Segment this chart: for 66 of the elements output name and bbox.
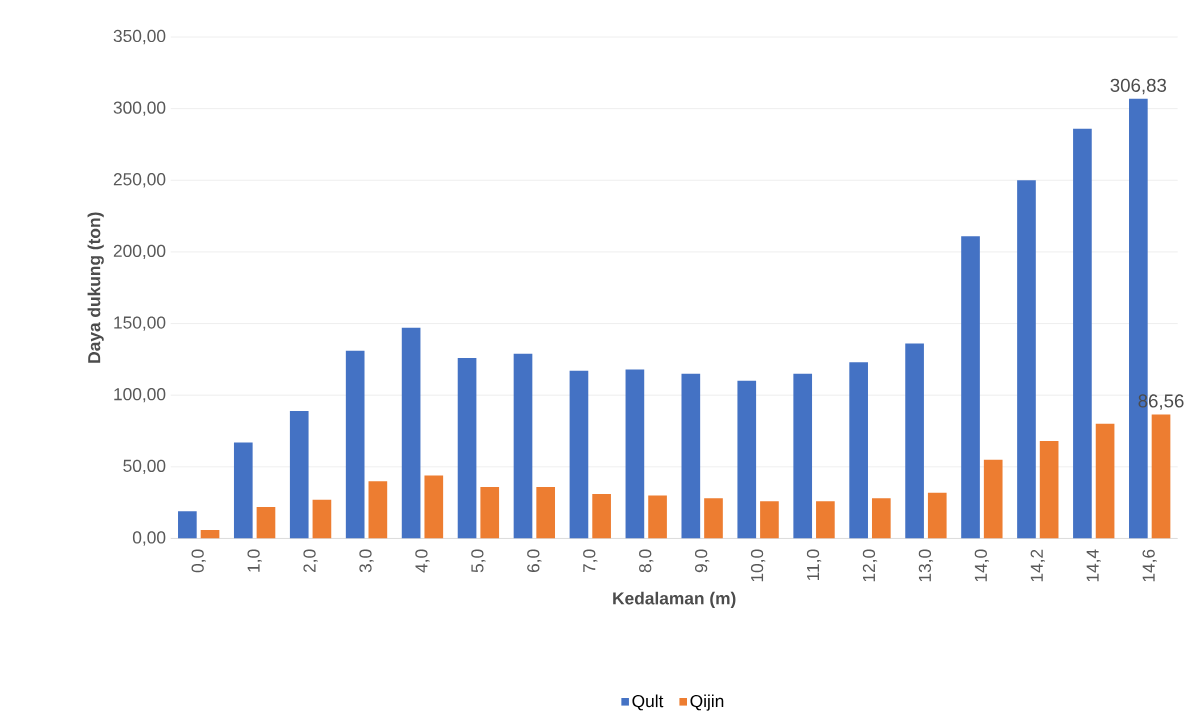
bar: [1151, 414, 1171, 539]
x-tick-label: 13,0: [918, 549, 934, 582]
bar: [289, 410, 309, 539]
bar: [424, 475, 444, 539]
x-tick-label: 2,0: [303, 549, 318, 573]
bar: [1095, 423, 1115, 539]
x-tick-label: 14,6: [1142, 549, 1157, 582]
bar: [983, 459, 1003, 539]
bar: [871, 498, 891, 539]
bar: [681, 373, 701, 539]
bar: [513, 353, 533, 539]
x-tick-label: 6,0: [527, 549, 542, 573]
bar: [1073, 128, 1092, 539]
bar: [1017, 180, 1036, 539]
y-tick-label: 50,00: [123, 459, 166, 474]
x-tick-label: 14,2: [1030, 549, 1045, 582]
bar: [480, 486, 500, 539]
bar: [401, 327, 421, 539]
bar: [760, 501, 779, 539]
y-tick-label: 0,00: [132, 531, 166, 546]
y-tick-label: 350,00: [113, 29, 166, 45]
x-tick-label: 0,0: [191, 549, 206, 573]
bar: [256, 506, 276, 539]
x-tick-label: 9,0: [694, 549, 710, 573]
bar: [457, 357, 477, 539]
bar: [178, 511, 197, 539]
bar: [536, 486, 556, 539]
x-tick-label: 1,0: [247, 549, 262, 572]
bar: [961, 236, 980, 539]
bar: [569, 370, 589, 539]
bar: [312, 499, 332, 539]
x-tick-label: 10,0: [750, 549, 766, 582]
x-tick-label: 11,0: [806, 549, 822, 580]
bar: [816, 501, 835, 539]
y-tick-label: 200,00: [113, 244, 166, 259]
x-tick-label: 14,0: [974, 549, 990, 582]
data-label: 306,83: [1110, 78, 1167, 95]
x-tick-label: 12,0: [862, 549, 878, 582]
bar: [905, 343, 924, 539]
bar: [200, 529, 220, 539]
y-tick-label: 100,00: [114, 387, 166, 403]
bar: [648, 495, 667, 539]
x-tick-label: 4,0: [415, 549, 430, 573]
x-tick-label: 3,0: [359, 549, 374, 573]
bar: [927, 492, 947, 539]
bar: [1039, 440, 1059, 539]
y-tick-label: 250,00: [113, 173, 166, 188]
x-tick-label: 7,0: [583, 549, 598, 572]
x-tick-label: 14,4: [1086, 549, 1101, 582]
y-tick-label: 300,00: [113, 101, 166, 116]
x-tick-label: 5,0: [471, 549, 486, 573]
y-axis-title: Daya dukung (ton): [87, 212, 104, 363]
y-tick-label: 150,00: [114, 316, 166, 331]
bar: [368, 481, 388, 539]
x-tick-label: 8,0: [639, 549, 654, 573]
bar: [737, 380, 757, 539]
bar: [345, 350, 365, 539]
legend-label: Qult: [632, 694, 664, 711]
bar: [704, 498, 723, 539]
bar: [592, 493, 611, 539]
x-axis-title: Kedalaman (m): [613, 591, 736, 608]
bar: [233, 442, 253, 539]
bar: [793, 373, 813, 539]
legend-label: Qijin: [690, 694, 724, 711]
bar: [625, 369, 645, 539]
bar: [849, 362, 868, 539]
